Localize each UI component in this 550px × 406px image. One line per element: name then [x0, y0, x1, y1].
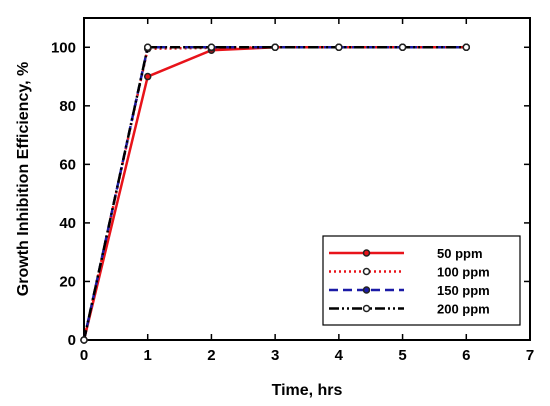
legend-label: 100 ppm	[437, 265, 490, 280]
x-tick-label: 4	[335, 347, 344, 364]
data-point-200-ppm	[271, 43, 279, 52]
y-tick-label: 100	[51, 39, 76, 56]
data-point-200-ppm	[398, 43, 407, 52]
x-tick-label: 1	[144, 347, 152, 364]
legend-marker	[362, 286, 371, 294]
x-tick-label: 2	[207, 347, 215, 364]
y-tick-label: 20	[59, 273, 76, 290]
y-axis-label: Growth Inhibition Efficiency, %	[15, 62, 32, 296]
x-tick-label: 0	[80, 347, 88, 364]
series-200-ppm	[80, 43, 471, 344]
legend-marker	[362, 304, 371, 313]
data-point-200-ppm	[207, 43, 216, 52]
legend-marker	[362, 249, 371, 257]
x-tick-label: 7	[526, 347, 534, 364]
series-layer	[80, 43, 471, 344]
x-tick-label: 3	[271, 347, 279, 364]
x-tick-label: 5	[398, 347, 406, 364]
x-axis-label: Time, hrs	[272, 382, 343, 399]
y-tick-label: 0	[68, 332, 76, 349]
legend-item-150-ppm: 150 ppm	[329, 283, 490, 298]
legend-label: 50 ppm	[437, 246, 483, 261]
legend-item-100-ppm: 100 ppm	[329, 265, 490, 280]
data-point-200-ppm	[335, 43, 343, 52]
data-point-200-ppm	[462, 43, 471, 52]
y-tick-label: 80	[59, 98, 76, 115]
x-tick-label: 6	[462, 347, 470, 364]
legend-label: 200 ppm	[437, 302, 490, 317]
legend-item-200-ppm: 200 ppm	[329, 302, 490, 317]
legend-box	[322, 235, 521, 326]
data-point-50-ppm	[143, 72, 152, 81]
legend: 50 ppm 100 ppm 150 ppm 200 ppm	[322, 235, 521, 326]
y-tick-label: 60	[59, 156, 76, 173]
data-point-200-ppm	[80, 336, 88, 344]
axis-ticks: 0 1 2 3 4 5 6 7 0 20 40 60 80 100	[51, 18, 534, 364]
y-tick-label: 40	[59, 215, 76, 232]
legend-label: 150 ppm	[437, 283, 490, 298]
legend-item-50-ppm: 50 ppm	[329, 246, 483, 261]
data-point-200-ppm	[143, 43, 152, 52]
legend-marker	[362, 267, 371, 276]
